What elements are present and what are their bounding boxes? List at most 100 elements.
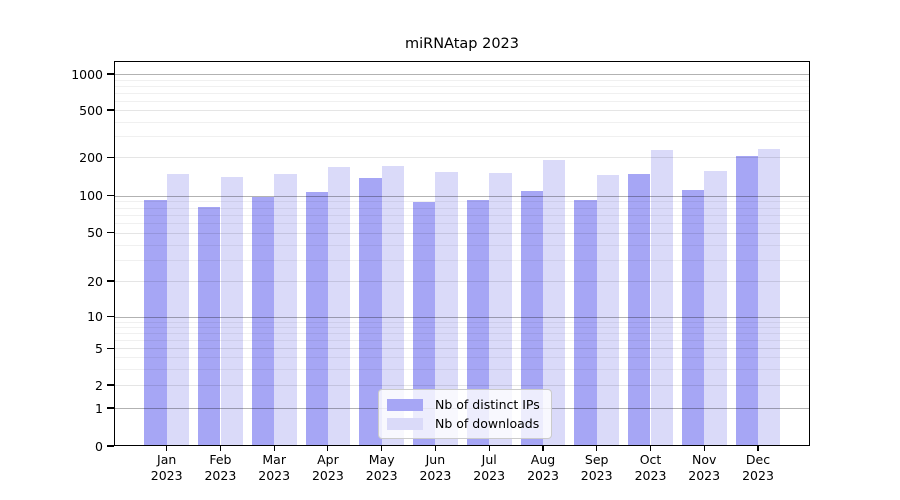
x-tick-mark-aug bbox=[542, 446, 544, 451]
bar-downloads-jun bbox=[435, 172, 458, 446]
y-tick-label-0: 0 bbox=[95, 438, 103, 454]
x-tick-mark-feb bbox=[219, 446, 221, 451]
x-tick-year: 2023 bbox=[311, 467, 344, 483]
x-tick-month: Sep bbox=[584, 452, 609, 467]
y-tick-mark-0 bbox=[107, 445, 114, 447]
y-tick-mark-200 bbox=[107, 156, 114, 158]
x-tick-month: Aug bbox=[530, 452, 556, 467]
y-tick-mark-2 bbox=[107, 384, 114, 386]
x-tick-mark-jun bbox=[434, 446, 436, 451]
x-tick-label-nov: Nov 2023 bbox=[669, 452, 739, 483]
x-tick-year: 2023 bbox=[204, 467, 237, 483]
bars-layer bbox=[114, 61, 810, 446]
legend-item-downloads: Nb of downloads bbox=[387, 414, 540, 433]
x-tick-mark-jul bbox=[488, 446, 490, 451]
bar-downloads-aug bbox=[542, 160, 566, 446]
y-tick-mark-1 bbox=[107, 407, 114, 409]
bar-ips-jun bbox=[413, 201, 436, 446]
y-tick-label-100: 100 bbox=[79, 188, 103, 204]
x-tick-mark-jan bbox=[166, 446, 168, 451]
x-tick-year: 2023 bbox=[258, 467, 291, 483]
bar-downloads-jan bbox=[166, 173, 190, 446]
x-tick-label-oct: Oct 2023 bbox=[616, 452, 686, 483]
x-tick-month: Jun bbox=[425, 452, 446, 467]
y-tick-mark-10 bbox=[107, 316, 114, 318]
x-tick-mark-oct bbox=[649, 446, 652, 451]
bar-downloads-mar bbox=[274, 173, 297, 446]
y-tick-mark-20 bbox=[107, 280, 114, 282]
bar-ips-aug bbox=[520, 191, 543, 446]
x-tick-month: May bbox=[368, 452, 395, 467]
bar-downloads-may bbox=[381, 166, 405, 446]
x-tick-label-mar: Mar 2023 bbox=[239, 452, 309, 483]
legend-label-distinct-ips: Nb of distinct IPs bbox=[435, 397, 540, 412]
y-tick-label-5: 5 bbox=[95, 340, 103, 356]
x-tick-label-feb: Feb 2023 bbox=[185, 452, 255, 483]
y-tick-mark-50 bbox=[107, 232, 114, 234]
legend-label-downloads: Nb of downloads bbox=[435, 416, 540, 431]
x-tick-year: 2023 bbox=[688, 467, 721, 483]
y-tick-label-2: 2 bbox=[95, 377, 103, 393]
x-tick-label-apr: Apr 2023 bbox=[293, 452, 363, 483]
x-tick-mark-mar bbox=[273, 446, 275, 451]
x-tick-mark-may bbox=[381, 446, 383, 451]
bar-downloads-sep bbox=[596, 174, 620, 446]
x-tick-label-jul: Jul 2023 bbox=[454, 452, 524, 483]
x-tick-mark-nov bbox=[703, 446, 705, 451]
y-tick-label-50: 50 bbox=[87, 225, 103, 241]
x-tick-label-dec: Dec 2023 bbox=[723, 452, 793, 483]
y-tick-label-20: 20 bbox=[87, 273, 103, 289]
legend-swatch-distinct-ips bbox=[387, 398, 423, 411]
bar-ips-jul bbox=[466, 199, 490, 446]
bar-ips-nov bbox=[681, 190, 705, 446]
legend-swatch-downloads bbox=[387, 417, 423, 430]
x-tick-label-may: May 2023 bbox=[347, 452, 417, 483]
bar-downloads-dec bbox=[758, 149, 781, 446]
x-tick-mark-sep bbox=[596, 446, 598, 451]
y-tick-label-1: 1 bbox=[95, 400, 103, 416]
x-tick-month: Feb bbox=[209, 452, 232, 467]
x-tick-year: 2023 bbox=[365, 467, 398, 483]
legend: Nb of distinct IPs Nb of downloads bbox=[378, 389, 552, 439]
bar-downloads-nov bbox=[704, 171, 727, 446]
x-tick-label-jun: Jun 2023 bbox=[400, 452, 470, 483]
y-tick-mark-1000 bbox=[107, 73, 114, 75]
x-tick-month: Dec bbox=[745, 452, 771, 467]
bar-ips-dec bbox=[735, 155, 758, 446]
bar-downloads-oct bbox=[650, 150, 673, 446]
bar-ips-feb bbox=[198, 207, 221, 446]
y-tick-label-10: 10 bbox=[87, 309, 103, 325]
y-tick-mark-5 bbox=[107, 347, 114, 349]
x-tick-mark-apr bbox=[327, 446, 329, 451]
bar-ips-sep bbox=[574, 199, 597, 446]
bar-ips-may bbox=[359, 177, 382, 446]
x-tick-year: 2023 bbox=[580, 467, 613, 483]
x-tick-month: Nov bbox=[691, 452, 717, 467]
bar-downloads-feb bbox=[220, 176, 243, 446]
bar-downloads-apr bbox=[327, 167, 351, 446]
bar-ips-oct bbox=[628, 174, 651, 446]
bar-ips-mar bbox=[251, 196, 275, 446]
bar-ips-apr bbox=[305, 192, 328, 446]
x-tick-year: 2023 bbox=[473, 467, 506, 483]
x-tick-mark-dec bbox=[757, 446, 759, 451]
y-tick-label-1000: 1000 bbox=[71, 66, 103, 82]
y-tick-mark-500 bbox=[107, 109, 114, 111]
y-tick-label-500: 500 bbox=[79, 102, 103, 118]
x-tick-month: Jan bbox=[157, 452, 177, 467]
legend-item-distinct-ips: Nb of distinct IPs bbox=[387, 395, 540, 414]
x-tick-year: 2023 bbox=[634, 467, 667, 483]
x-tick-year: 2023 bbox=[419, 467, 452, 483]
x-tick-month: Jul bbox=[481, 452, 497, 467]
x-tick-month: Mar bbox=[262, 452, 286, 467]
bar-ips-jan bbox=[144, 199, 167, 446]
y-tick-mark-100 bbox=[107, 195, 114, 197]
y-tick-label-200: 200 bbox=[79, 149, 103, 165]
x-tick-month: Oct bbox=[639, 452, 662, 467]
bar-downloads-jul bbox=[489, 173, 512, 446]
x-tick-label-aug: Aug 2023 bbox=[508, 452, 578, 483]
plot-area bbox=[114, 61, 810, 446]
x-tick-year: 2023 bbox=[150, 467, 183, 483]
x-tick-year: 2023 bbox=[527, 467, 559, 483]
